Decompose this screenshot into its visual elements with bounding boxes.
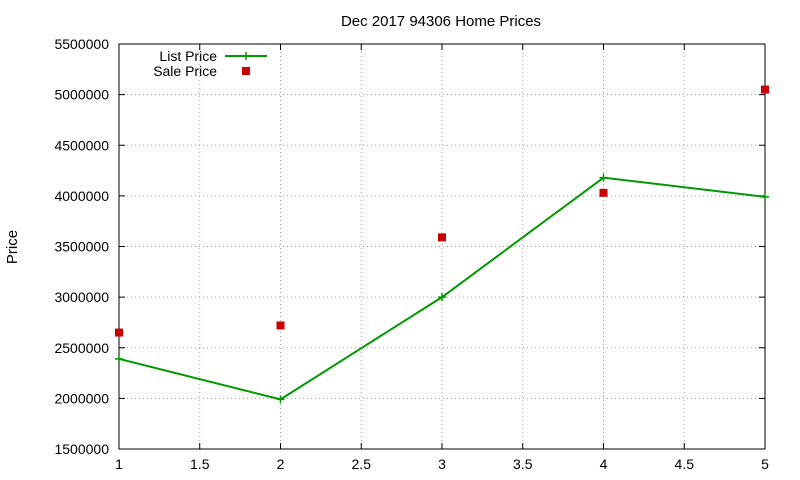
- x-tick-label: 1: [115, 456, 123, 472]
- y-tick-label: 2000000: [54, 390, 109, 406]
- list-price-point: [276, 395, 285, 404]
- x-tick-label: 3: [438, 456, 446, 472]
- y-tick-label: 2500000: [54, 340, 109, 356]
- plot-frame: [118, 43, 766, 450]
- y-axis-label: Price: [4, 230, 21, 264]
- sale-price-point: [599, 188, 608, 197]
- sale-price-point: [438, 233, 446, 242]
- ticks: 1 1.5 2 2.5 3 3.5 4 4.5 5 1500000 2000000 2500000 30…: [54, 36, 769, 472]
- y-tick-label: 5000000: [54, 87, 109, 103]
- x-tick-label: 3.5: [513, 456, 533, 472]
- list-price-point: [438, 293, 446, 302]
- series-layer: [115, 85, 769, 404]
- y-tick-label: 4000000: [54, 188, 109, 204]
- x-tick-label: 4.5: [675, 456, 695, 472]
- y-tick-label: 3500000: [54, 239, 109, 255]
- x-tick-label: 2: [277, 456, 285, 472]
- list-price-point: [115, 354, 123, 363]
- y-tick-label: 1500000: [54, 441, 109, 457]
- y-tick-label: 5500000: [54, 36, 109, 52]
- list-price-point: [761, 192, 769, 201]
- y-tick-label: 4500000: [54, 137, 109, 153]
- legend-label: Sale Price: [153, 63, 217, 79]
- x-tick-label: 4: [600, 456, 608, 472]
- sale-price-point: [115, 328, 123, 337]
- chart-title: Dec 2017 94306 Home Prices: [341, 13, 541, 30]
- legend-label: List Price: [159, 48, 217, 64]
- x-tick-label: 1.5: [190, 456, 210, 472]
- legend-square-swatch: [242, 67, 250, 75]
- list-price-point: [599, 173, 608, 182]
- sale-price-point: [761, 85, 769, 94]
- y-tick-label: 3000000: [54, 289, 109, 305]
- x-tick-label: 2.5: [352, 456, 372, 472]
- legend-plus-swatch: [242, 52, 250, 60]
- x-tick-label: 5: [761, 456, 769, 472]
- sale-price-point: [276, 321, 285, 330]
